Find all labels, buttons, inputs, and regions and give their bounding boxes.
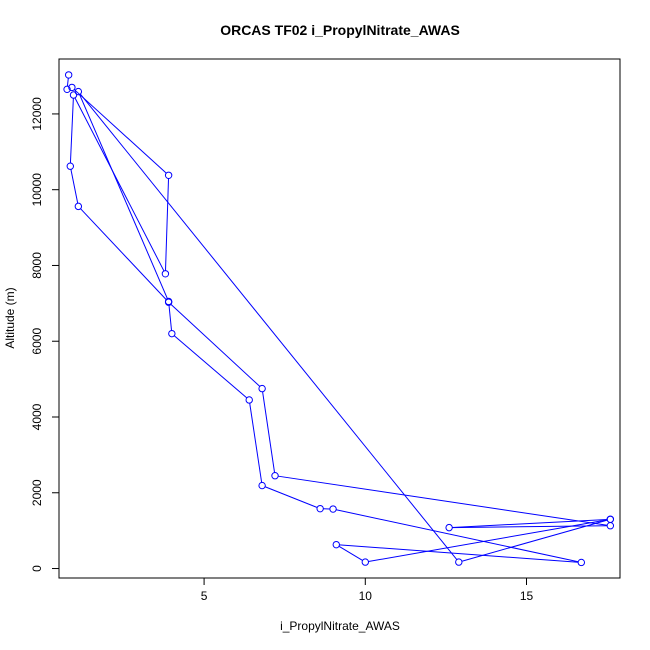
data-point <box>316 504 324 513</box>
plot-frame <box>58 58 621 579</box>
y-tick-label: 0 <box>30 565 44 572</box>
series-line-segment <box>262 391 276 473</box>
x-tick-label: 10 <box>359 589 373 603</box>
series-line-segment <box>336 509 579 563</box>
series-line-segment <box>173 335 248 399</box>
data-point <box>164 297 173 306</box>
data-point <box>245 396 253 404</box>
data-point <box>445 523 453 532</box>
data-point <box>164 171 173 180</box>
series-line-segment <box>80 208 167 301</box>
data-point <box>332 540 340 549</box>
series-line-segment <box>452 525 608 529</box>
data-point <box>258 384 266 393</box>
data-point <box>361 558 369 566</box>
data-point <box>577 558 586 567</box>
series-line-segment <box>170 304 261 387</box>
y-tick-label: 10000 <box>30 173 44 207</box>
data-point <box>258 481 266 490</box>
data-point <box>69 91 78 99</box>
data-point <box>329 505 337 513</box>
data-point <box>63 85 71 94</box>
series-line-segment <box>165 178 170 271</box>
y-tick-label: 2000 <box>30 479 44 506</box>
series-line-segment <box>278 475 608 526</box>
series-lines <box>66 78 608 563</box>
data-point <box>66 162 74 170</box>
y-tick-label: 4000 <box>30 403 44 430</box>
data-point <box>455 558 463 566</box>
y-axis: 0 2000 4000 6000 8000 10000 12000 <box>30 97 59 572</box>
series-line-segment <box>264 486 318 508</box>
series-line-segment <box>368 519 608 563</box>
data-point <box>168 329 176 338</box>
series-line-segment <box>79 94 168 299</box>
y-tick-label: 8000 <box>30 252 44 279</box>
series-line-segment <box>339 544 579 563</box>
data-point <box>271 472 279 480</box>
chart-title: ORCAS TF02 i_PropylNitrate_AWAS <box>220 22 460 38</box>
data-point <box>74 87 83 96</box>
series-line-segment <box>452 518 608 528</box>
data-point <box>606 522 615 530</box>
data-point <box>68 83 76 92</box>
x-tick-label: 15 <box>520 589 534 603</box>
y-tick-label: 12000 <box>30 97 44 131</box>
data-point <box>606 515 615 523</box>
series-points <box>63 71 615 567</box>
x-tick-label: 5 <box>201 589 208 603</box>
y-tick-label: 6000 <box>30 328 44 355</box>
series-line-segment <box>66 78 69 87</box>
y-axis-label: Altitude (m) <box>3 287 17 348</box>
series-line-segment <box>74 97 165 272</box>
data-point <box>161 270 170 278</box>
series-line-segment <box>79 93 458 560</box>
x-axis-label: i_PropylNitrate_AWAS <box>280 619 400 633</box>
data-point <box>64 71 73 79</box>
series-line-segment <box>73 89 167 174</box>
series-line-segment <box>338 545 363 561</box>
x-axis: 5 10 15 <box>201 578 534 603</box>
series-line-segment <box>249 403 263 483</box>
series-line-segment <box>69 98 74 164</box>
series-line-segment <box>461 519 608 562</box>
series-line-segment <box>168 304 173 331</box>
series-line-segment <box>70 169 79 204</box>
data-point <box>74 202 83 211</box>
